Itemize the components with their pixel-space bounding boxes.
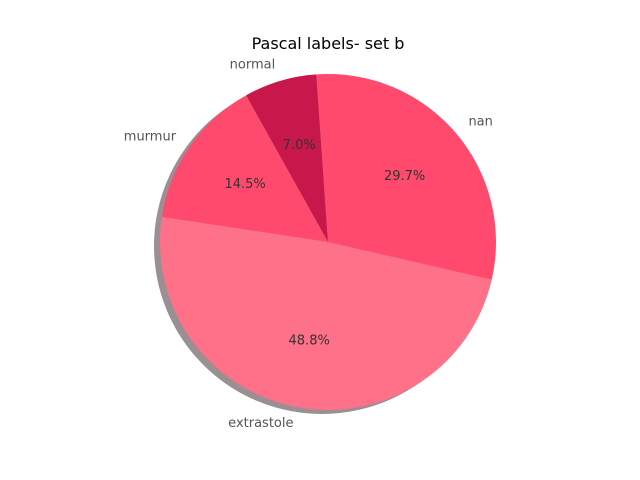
pie-slices — [159, 74, 496, 411]
pct-label-nan: 29.7% — [384, 169, 425, 184]
slice-nan — [316, 74, 496, 280]
slice-murmur — [161, 95, 328, 242]
pct-label-extrastole: 48.8% — [289, 334, 330, 349]
slice-normal — [246, 74, 328, 242]
slice-label-nan: nan — [468, 114, 492, 129]
slice-label-extrastole: extrastole — [228, 416, 293, 431]
pct-label-murmur: 14.5% — [224, 177, 265, 192]
pct-label-normal: 7.0% — [283, 138, 316, 153]
chart-title: Pascal labels- set b — [252, 34, 405, 53]
slice-label-normal: normal — [230, 57, 276, 72]
pie-labels: normal 7.0% murmur 14.5% extrastole 48.8% nan 2… — [124, 57, 493, 431]
slice-extrastole — [159, 216, 492, 411]
slice-label-murmur: murmur — [124, 129, 177, 144]
